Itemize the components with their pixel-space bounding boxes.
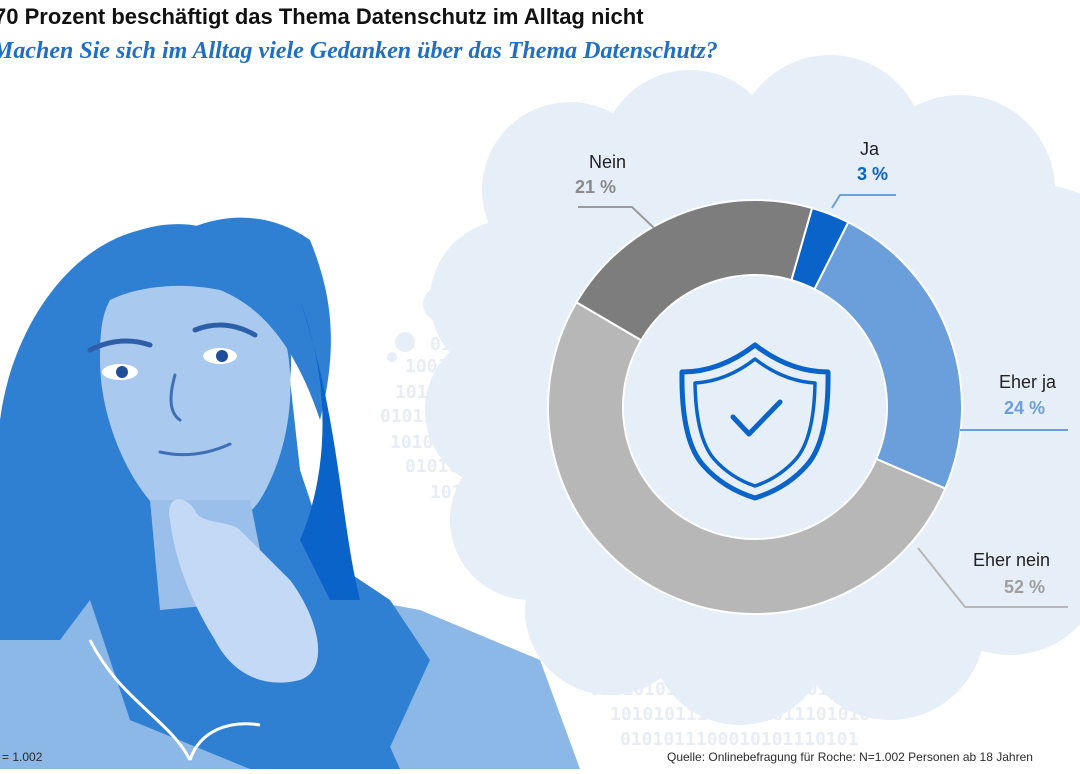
label-eher-ja: Eher ja — [999, 372, 1057, 392]
binary-row: 0101011100010101110101 — [620, 729, 858, 750]
slice-labels: Nein 21 % Ja 3 % Eher ja 24 % Eher nein … — [575, 139, 1068, 608]
hair-front — [110, 217, 331, 420]
sample-size-note: n = 1.002 — [0, 750, 43, 764]
donut-chart — [547, 199, 963, 615]
slice-eher-ja — [813, 220, 963, 490]
label-ja: Ja — [860, 139, 880, 159]
nose-mouth — [158, 373, 232, 457]
slice-eher-nein — [547, 300, 947, 615]
donut-hole — [624, 276, 886, 538]
thinking-woman-illustration — [0, 217, 580, 770]
collar — [88, 639, 261, 761]
shield-check-icon — [679, 342, 831, 501]
leader-line-ja — [831, 194, 896, 209]
value-nein: 21 % — [575, 177, 616, 197]
label-eher-nein: Eher nein — [973, 550, 1050, 570]
leader-line-eher-nein — [917, 547, 1068, 608]
brows — [87, 322, 258, 353]
label-nein: Nein — [589, 152, 626, 172]
value-eher-nein: 52 % — [1004, 577, 1045, 597]
value-eher-ja: 24 % — [1004, 398, 1045, 418]
source-note: Quelle: Onlinebefragung für Roche: N=1.0… — [667, 750, 1033, 764]
sleeve — [230, 680, 400, 769]
hair-side — [300, 300, 360, 600]
chart-title: 70 Prozent beschäftigt das Thema Datensc… — [0, 4, 644, 29]
chart-subtitle: Machen Sie sich im Alltag viele Gedanken… — [0, 38, 718, 64]
leader-line-nein — [578, 206, 655, 229]
value-ja: 3 % — [857, 164, 888, 184]
hand — [169, 499, 319, 683]
slice-nein — [575, 199, 814, 342]
